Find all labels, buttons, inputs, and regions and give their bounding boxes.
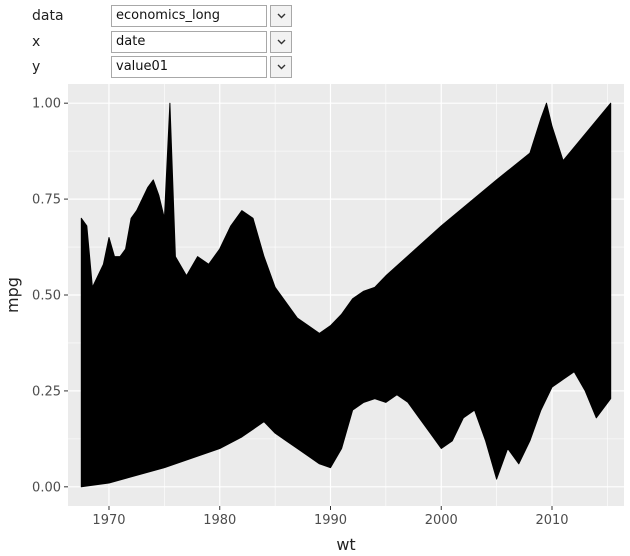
x-tick-label: 1970	[92, 513, 125, 528]
y-tick-label: 0.50	[32, 289, 61, 304]
y-select[interactable]: value01	[111, 56, 267, 78]
x-label: x	[32, 34, 41, 50]
control-row-x: x date	[0, 31, 630, 55]
y-label: y	[32, 59, 41, 75]
chevron-down-icon	[277, 64, 286, 70]
y-tick-label: 0.25	[32, 384, 61, 399]
y-tick-label: 0.00	[32, 480, 61, 495]
chevron-down-icon	[277, 39, 286, 45]
control-row-data: data economics_long	[0, 5, 630, 29]
x-tick-label: 2000	[425, 513, 458, 528]
input-controls: data economics_long x date y value01	[0, 0, 630, 82]
data-label: data	[32, 8, 64, 24]
x-dropdown-button[interactable]	[270, 31, 292, 53]
y-dropdown-button[interactable]	[270, 56, 292, 78]
chevron-down-icon	[277, 13, 286, 19]
x-tick-label: 2010	[535, 513, 568, 528]
y-axis-title: mpg	[3, 277, 22, 313]
x-axis: 1970 1980 1990 2000 2010	[92, 506, 569, 528]
series-line-value01	[80, 102, 612, 488]
x-tick-label: 1990	[314, 513, 347, 528]
line-chart: 0.00 0.25 0.50 0.75 1.00 1970 1980 1990 2000 201…	[3, 84, 624, 554]
data-select[interactable]: economics_long	[111, 5, 267, 27]
x-tick-label: 1980	[203, 513, 236, 528]
y-tick-label: 0.75	[32, 193, 61, 208]
x-select[interactable]: date	[111, 31, 267, 53]
control-row-y: y value01	[0, 56, 630, 80]
y-tick-label: 1.00	[32, 97, 61, 112]
x-axis-title: wt	[336, 535, 355, 554]
data-dropdown-button[interactable]	[270, 5, 292, 27]
y-axis: 0.00 0.25 0.50 0.75 1.00	[32, 97, 68, 495]
